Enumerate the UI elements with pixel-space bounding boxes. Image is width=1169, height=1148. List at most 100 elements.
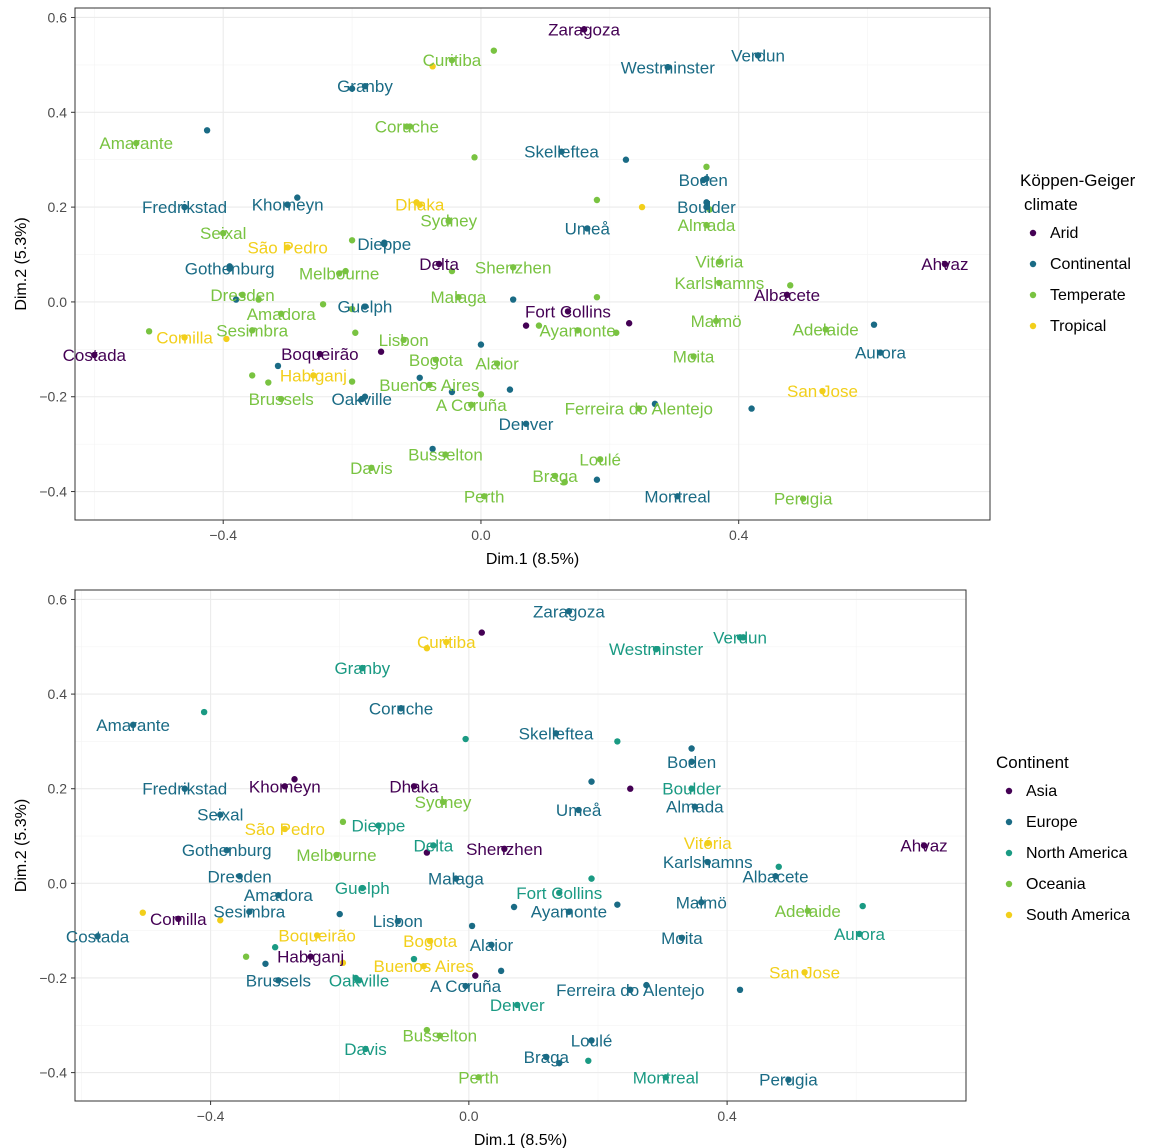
point-label: Fredrikstad [142,198,227,217]
point-label: Buenos Aires [374,957,474,976]
y-tick-label: 0.2 [48,781,68,797]
legend-label: Arid [1050,225,1078,242]
legend-label: North America [1026,845,1127,862]
data-point [375,822,382,829]
point-label: Gothenburg [185,260,275,279]
point-label: São Pedro [247,238,327,257]
data-point [291,776,298,783]
point-label: Costada [66,927,130,946]
data-point [574,327,581,334]
point-label: Malaga [428,870,484,889]
x-tick-label: −0.4 [197,1108,225,1124]
data-point [920,842,928,849]
data-point [429,445,436,453]
point-label: Granby [337,77,393,96]
y-tick-label: −0.4 [39,484,67,500]
data-point [775,863,782,870]
data-point [255,296,262,303]
point-label: Sydney [415,793,472,812]
data-point [510,903,518,911]
point-label: Curitiba [423,51,482,70]
data-point [307,953,314,960]
y-tick-label: 0.4 [48,104,68,120]
point-label: Braga [532,467,578,486]
data-point [585,1057,592,1064]
data-point [703,203,710,211]
data-point [635,405,643,412]
data-point [480,493,488,500]
data-point [688,745,695,752]
data-point [423,1026,431,1034]
point-label: Habiganj [280,366,347,385]
point-label: Braga [524,1048,570,1067]
point-label: Guelph [335,879,390,898]
data-point [477,391,485,398]
point-label: Ayamonte [531,903,607,922]
data-point [674,493,681,500]
data-point [181,203,188,211]
data-point [220,229,227,237]
legend-label: Continental [1050,256,1131,273]
point-label: Moita [661,929,703,948]
data-point [627,785,634,792]
data-point [877,349,884,356]
data-point [561,478,568,486]
data-point [91,351,98,359]
point-label: Ahvaz [921,255,968,274]
point-label: Khomeyn [252,196,324,215]
data-point [397,705,405,712]
point-label: Busselton [408,446,483,465]
data-point [394,918,402,925]
point-label: Sydney [420,211,477,230]
data-point [271,944,279,951]
data-point [575,806,582,814]
data-point [426,937,434,945]
data-point [181,334,188,341]
data-point [249,327,256,334]
data-point [754,52,762,59]
data-point [249,372,256,379]
data-point [430,842,437,849]
data-point [662,1074,669,1081]
point-label: Almada [666,798,724,817]
legend: Köppen-Geiger climate Arid Continental Tempe… [1020,171,1136,335]
point-label: Bogota [403,932,457,951]
data-point [859,902,866,910]
point-label: Gothenburg [182,841,272,860]
data-point [348,305,356,313]
point-label: Loulé [579,450,621,469]
data-point [772,873,779,880]
data-point [703,163,710,171]
data-point [336,910,343,918]
data-point [584,225,591,232]
point-label: São Pedro [245,820,325,839]
data-point [416,374,423,381]
point-label: Lisbon [379,331,429,350]
point-label: Davis [350,459,393,478]
data-point [448,388,456,396]
y-tick-label: 0.0 [48,875,68,891]
point-label: Verdun [713,628,767,647]
point-label: Ferreira do Alentejo [565,400,713,419]
data-point [217,917,224,924]
data-point [435,260,443,268]
data-point [593,196,601,204]
data-point [700,176,707,184]
y-tick-label: −0.4 [39,1065,67,1081]
data-point [613,329,620,336]
point-label: Coruche [369,699,433,718]
data-point [316,350,324,358]
data-point [509,296,517,303]
point-label: Boqueirão [281,345,359,364]
data-point [223,847,230,854]
data-point [801,969,808,976]
data-point [565,608,573,615]
point-label: Perugia [774,490,833,509]
y-tick-label: 0.4 [48,686,68,702]
y-tick-label: −0.2 [39,970,67,986]
data-point [783,291,791,299]
data-point [475,1074,482,1081]
point-label: Busselton [402,1027,477,1046]
data-point [352,329,359,336]
data-point [712,317,720,325]
